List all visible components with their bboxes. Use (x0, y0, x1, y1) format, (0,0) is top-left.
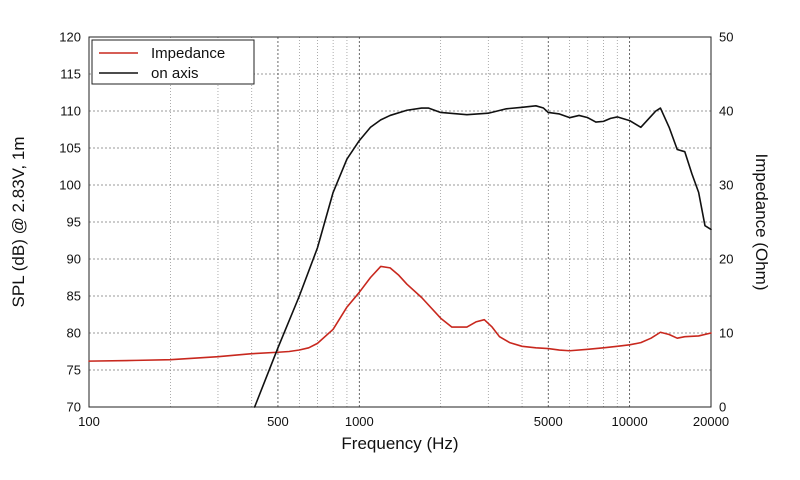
x-tick-label: 5000 (534, 414, 563, 429)
y-left-tick-label: 80 (67, 326, 81, 341)
y-right-tick-label: 10 (719, 326, 733, 341)
y-right-tick-label: 0 (719, 400, 726, 415)
series-lines (88, 105, 712, 408)
y-left-tick-label: 100 (59, 178, 81, 193)
y-axis-right-title: Impedance (Ohm) (752, 154, 771, 291)
legend-label-impedance: Impedance (151, 45, 225, 62)
y-left-tick-label: 85 (67, 289, 81, 304)
y-right-tick-label: 40 (719, 104, 733, 119)
y-left-tick-label: 110 (60, 104, 81, 119)
x-axis-title: Frequency (Hz) (341, 434, 458, 453)
x-tick-label: 100 (78, 414, 100, 429)
series-line-on-axis (253, 105, 712, 408)
series-line-impedance (88, 265, 712, 362)
legend-label-on-axis: on axis (151, 65, 199, 82)
y-left-tick-label: 70 (67, 400, 81, 415)
y-left-tick-label: 115 (60, 67, 81, 82)
legend: Impedance on axis (91, 39, 255, 85)
x-tick-label: 20000 (693, 414, 729, 429)
y-left-tick-label: 120 (59, 30, 81, 45)
y-right-tick-label: 50 (719, 30, 733, 45)
y-left-tick-label: 75 (67, 363, 81, 378)
y-right-tick-label: 20 (719, 252, 733, 267)
y-axis-left-title: SPL (dB) @ 2.83V, 1m (9, 137, 28, 308)
axis-ticks: 100 500 1000 5000 10000 200007075808590951001… (59, 30, 733, 430)
y-left-tick-label: 90 (67, 252, 81, 267)
x-tick-label: 500 (267, 414, 289, 429)
y-left-tick-label: 105 (59, 141, 81, 156)
x-tick-label: 1000 (345, 414, 374, 429)
grid-lines (89, 37, 711, 407)
plot-frame (88, 36, 712, 408)
x-tick-label: 10000 (612, 414, 648, 429)
y-right-tick-label: 30 (719, 178, 733, 193)
y-left-tick-label: 95 (67, 215, 81, 230)
legend-box (91, 39, 255, 85)
